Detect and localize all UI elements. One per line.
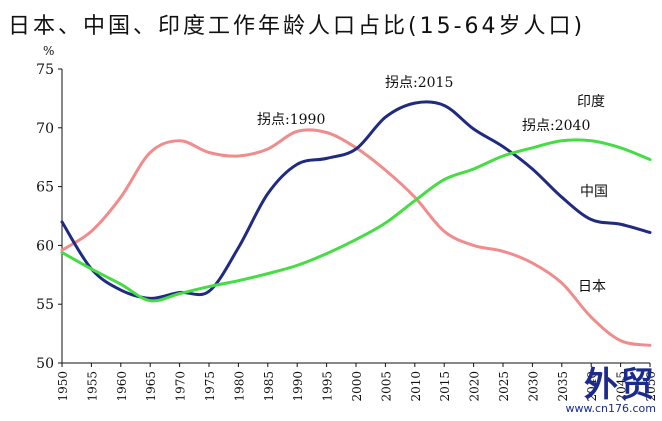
chart-title: 日本、中国、印度工作年龄人口占比(15-64岁人口) xyxy=(8,14,586,39)
series-line-印度 xyxy=(60,138,652,303)
x-tick-label: 1965 xyxy=(144,371,158,402)
annotation-label: 拐点:2015 xyxy=(385,75,453,91)
series-label: 印度 xyxy=(577,94,605,110)
watermark-url: www.cn176.com xyxy=(565,402,656,415)
x-tick-label: 1990 xyxy=(291,371,305,402)
x-tick-label: 1975 xyxy=(203,371,217,402)
x-tick-label: 1980 xyxy=(232,371,246,402)
y-tick-label: 60 xyxy=(36,238,54,254)
x-tick-label: 2030 xyxy=(526,371,540,402)
x-tick-label: 2020 xyxy=(468,371,482,402)
x-tick-label: 1955 xyxy=(85,371,99,402)
x-tick-label: 2035 xyxy=(556,371,570,402)
y-tick-label: 70 xyxy=(36,121,54,137)
y-unit-label: % xyxy=(43,44,55,58)
series-line-中国 xyxy=(60,100,652,300)
x-tick-label: 2025 xyxy=(497,371,511,402)
x-tick-label: 1960 xyxy=(115,371,129,402)
x-tick-label: 1985 xyxy=(262,371,276,402)
series-label: 中国 xyxy=(580,184,608,200)
x-tick-label: 2050 xyxy=(644,371,658,402)
x-tick-label: 2000 xyxy=(350,371,364,402)
series-label: 日本 xyxy=(578,279,606,295)
x-tick-label: 2005 xyxy=(379,371,393,402)
x-tick-label: 2010 xyxy=(409,371,423,402)
x-tick-label: 1995 xyxy=(321,371,335,402)
x-tick-label: 2015 xyxy=(438,371,452,402)
y-tick-label: 75 xyxy=(36,62,54,78)
watermark-logo-text: 外贸 xyxy=(584,365,656,405)
watermark: 外贸 www.cn176.com xyxy=(566,368,656,415)
x-tick-label: 1970 xyxy=(174,371,188,402)
x-tick-label: 2045 xyxy=(615,371,629,402)
annotation-label: 拐点:1990 xyxy=(257,112,325,128)
y-tick-label: 55 xyxy=(36,297,54,313)
x-tick-label: 2040 xyxy=(585,371,599,402)
x-tick-label: 1950 xyxy=(56,371,70,402)
annotation-label: 拐点:2040 xyxy=(522,118,590,134)
y-tick-label: 65 xyxy=(36,180,54,196)
series-line-日本 xyxy=(60,128,652,347)
y-tick-label: 50 xyxy=(36,356,54,372)
